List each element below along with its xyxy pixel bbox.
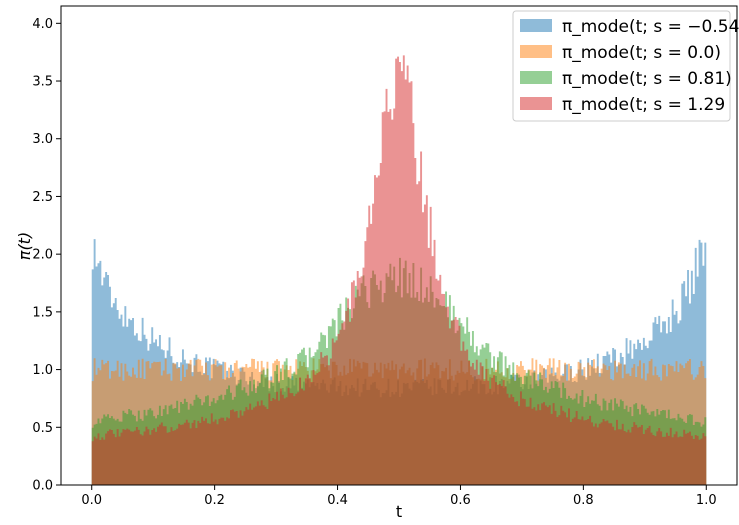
y-tick-label: 2.0 bbox=[32, 248, 53, 263]
y-tick-label: 0.0 bbox=[32, 479, 53, 494]
y-axis-label: π(t) bbox=[15, 232, 34, 260]
series-area-4 bbox=[91, 55, 707, 486]
legend-label: π_mode(t; s = 0.0) bbox=[562, 43, 721, 63]
legend-label: π_mode(t; s = 0.81) bbox=[562, 69, 732, 89]
y-axis: 0.0 0.5 1.0 1.5 2.0 2.5 3.0 3.5 4.0 bbox=[32, 17, 61, 494]
legend-swatch bbox=[520, 19, 552, 32]
y-tick-label: 3.0 bbox=[32, 132, 53, 147]
legend-swatch bbox=[520, 71, 552, 84]
x-axis: 0.0 0.2 0.4 0.6 0.8 1.0 bbox=[81, 485, 717, 508]
y-tick-label: 0.5 bbox=[32, 421, 53, 436]
legend-frame bbox=[512, 10, 731, 122]
x-tick-label: 1.0 bbox=[696, 493, 717, 508]
legend-label: π_mode(t; s = −0.54) bbox=[562, 17, 739, 37]
y-tick-label: 3.5 bbox=[32, 75, 53, 90]
x-axis-label: t bbox=[396, 502, 402, 521]
x-tick-label: 0.0 bbox=[81, 493, 102, 508]
x-tick-label: 0.6 bbox=[450, 493, 471, 508]
x-tick-label: 0.2 bbox=[204, 493, 225, 508]
legend-swatch bbox=[520, 45, 552, 58]
y-tick-label: 2.5 bbox=[32, 190, 53, 205]
y-tick-label: 1.0 bbox=[32, 363, 53, 378]
x-tick-label: 0.8 bbox=[573, 493, 594, 508]
series-layer bbox=[91, 55, 707, 486]
y-tick-label: 4.0 bbox=[32, 17, 53, 32]
plot-frame bbox=[60, 5, 738, 486]
y-tick-label: 1.5 bbox=[32, 305, 53, 320]
legend: π_mode(t; s = −0.54) π_mode(t; s = 0.0) π_… bbox=[512, 10, 739, 122]
legend-label: π_mode(t; s = 1.29 bbox=[562, 95, 725, 115]
x-tick-label: 0.4 bbox=[327, 493, 348, 508]
legend-swatch bbox=[520, 97, 552, 110]
